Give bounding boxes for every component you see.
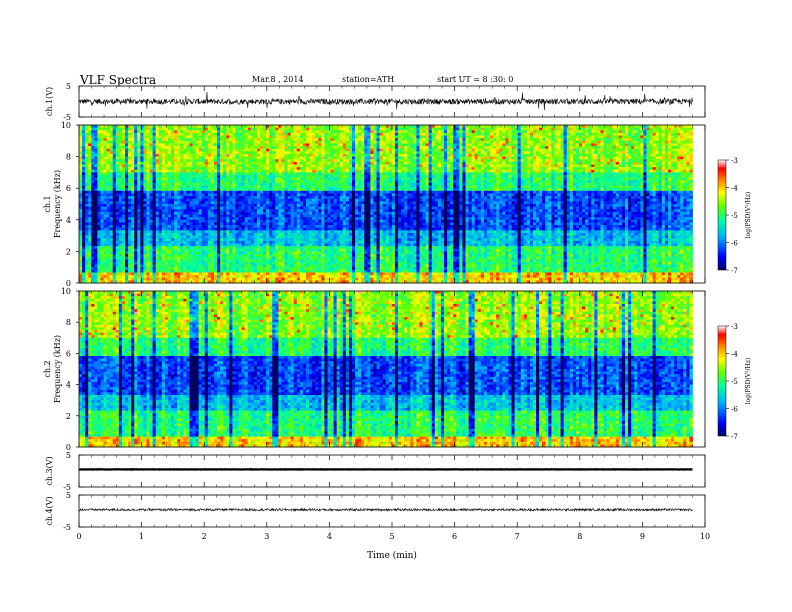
panel-2-ylabel-channel: ch.1 [43,195,52,212]
panel-3-colorbar [717,325,727,437]
panel-3-ytick-label-4: 4 [66,381,71,390]
panel-2-spectrogram-cells [79,125,693,284]
x-tick-label-7: 7 [515,532,520,541]
x-tick-label-0: 0 [76,532,81,541]
panel-5-ytick-label-0: 5 [66,491,71,500]
station-label: station=ATH [342,75,394,84]
panel-2-colorbar-tick-label--7: -7 [731,267,738,275]
x-ticks-panel-5 [78,495,706,527]
x-tick-label-8: 8 [577,532,582,541]
x-ticks-panel-1 [78,86,706,117]
x-axis-label: Time (min) [367,550,417,561]
panel-5-ylabel: ch.4(V) [45,496,54,525]
panel-2-ytick-label-10: 10 [61,121,71,130]
panel-3-ytick-label-10: 10 [61,287,71,296]
date-label: Mar.8 , 2014 [252,75,304,84]
panel-2-colorbar-tick-label--3: -3 [731,157,738,165]
panel-4-ytick-label-1: -5 [63,483,71,492]
panel-1-ytick-label-1: -5 [63,113,71,122]
panels-group: 5-5ch.1(V)0246810-3-4-5-6-7log(PSD(V²/Hz… [43,82,752,541]
panel-3-colorbar-label: log(PSD(V²/Hz) [745,358,752,405]
panel-3-ytick-label-8: 8 [66,318,71,327]
panel-2-ylabel-frequency: Frequency (kHz) [53,170,62,238]
panel-4-ylabel: ch.3(V) [45,456,54,485]
x-tick-label-10: 10 [700,532,710,541]
panel-1-ytick-label-0: 5 [66,82,71,91]
x-tick-label-6: 6 [452,532,457,541]
panel-1-waveform-line [78,91,693,111]
panel-2-ytick-label-6: 6 [66,184,71,193]
panel-2-colorbar-tick-label--6: -6 [731,240,738,248]
panel-3-colorbar-tick-label--4: -4 [731,351,738,359]
x-tick-label-3: 3 [264,532,269,541]
panel-3-colorbar-tick-label--3: -3 [731,323,738,331]
x-ticks-panel-3 [78,291,706,447]
panel-3-colorbar-tick-label--5: -5 [731,378,738,386]
panel-5-ytick-label-1: -5 [63,523,71,532]
panel-3-colorbar-tick-label--7: -7 [731,433,738,441]
x-tick-label-4: 4 [327,532,332,541]
x-tick-label-5: 5 [389,532,394,541]
panel-2-ytick-label-8: 8 [66,153,71,162]
panel-3-spectrogram-cells [79,291,693,448]
panel-1-ylabel: ch.1(V) [45,87,54,116]
panel-2-colorbar-tick-label--4: -4 [731,185,738,193]
panel-4-ytick-label-0: 5 [66,451,71,460]
panel-3-ylabel-frequency: Frequency (kHz) [53,335,62,403]
panel-3-ylabel-channel: ch.2 [43,360,52,377]
panel-2-colorbar [717,159,727,271]
panel-3-ytick-label-0: 0 [66,443,71,452]
panel-3-colorbar-tick-label--6: -6 [731,406,738,414]
x-tick-label-2: 2 [202,532,207,541]
panel-5-waveform-line [78,507,693,512]
x-tick-label-1: 1 [139,532,144,541]
x-tick-label-9: 9 [640,532,645,541]
start-time-label: start UT = 8 :30: 0 [437,75,513,84]
panel-3-ytick-label-2: 2 [66,412,71,421]
figure-title: VLF Spectra [79,73,156,87]
x-ticks-panel-4 [78,455,706,487]
panel-2-colorbar-label: log(PSD(V²/Hz) [745,192,752,239]
x-ticks-panel-2 [78,125,706,283]
panel-2-ytick-label-2: 2 [66,247,71,256]
panel-2-colorbar-tick-label--5: -5 [731,212,738,220]
panel-2-ytick-label-4: 4 [66,216,71,225]
panel-2-ytick-label-0: 0 [66,279,71,288]
panel-3-ytick-label-6: 6 [66,349,71,358]
